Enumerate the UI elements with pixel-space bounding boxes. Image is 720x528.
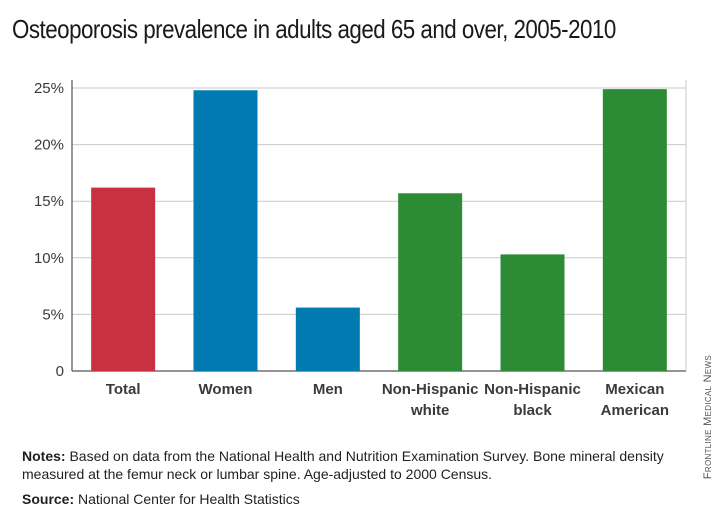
- source: Source: National Center for Health Stati…: [22, 490, 622, 508]
- bar: [91, 187, 156, 371]
- x-tick-label: Non-Hispanic white: [382, 381, 479, 419]
- bar: [602, 89, 667, 371]
- y-tick-label: 20%: [34, 137, 64, 154]
- y-tick-label: 5%: [42, 306, 64, 323]
- x-tick-label: Men: [313, 381, 343, 398]
- x-tick-label: Non-Hispanic black: [484, 381, 581, 419]
- notes-label: Notes:: [22, 448, 66, 464]
- x-tick-label: Total: [106, 381, 141, 398]
- y-tick-label: 0: [56, 363, 64, 380]
- y-tick-label: 15%: [34, 193, 64, 210]
- source-text: National Center for Health Statistics: [74, 491, 300, 507]
- source-label: Source:: [22, 491, 75, 507]
- chart-title: Osteoporosis prevalence in adults aged 6…: [12, 14, 616, 44]
- y-tick-label: 10%: [34, 250, 64, 267]
- x-axis-tick-labels: Total Women Men Non-Hispanic whiteNon-Hispan…: [106, 381, 669, 419]
- bar: [193, 90, 258, 371]
- bar: [295, 307, 360, 371]
- bar: [500, 254, 565, 371]
- bars: [91, 89, 667, 371]
- credit: Frontline Medical News: [702, 355, 714, 480]
- notes: Notes: Based on data from the National H…: [22, 447, 692, 483]
- bar: [398, 193, 463, 371]
- x-tick-label: Women: [199, 381, 253, 398]
- y-axis-tick-labels: 0 5% 10% 15% 20% 25%: [34, 80, 64, 380]
- notes-text: Based on data from the National Health a…: [22, 448, 664, 482]
- y-tick-label: 25%: [34, 80, 64, 97]
- gridlines: [71, 80, 687, 372]
- x-tick-label: Mexican American: [601, 381, 669, 419]
